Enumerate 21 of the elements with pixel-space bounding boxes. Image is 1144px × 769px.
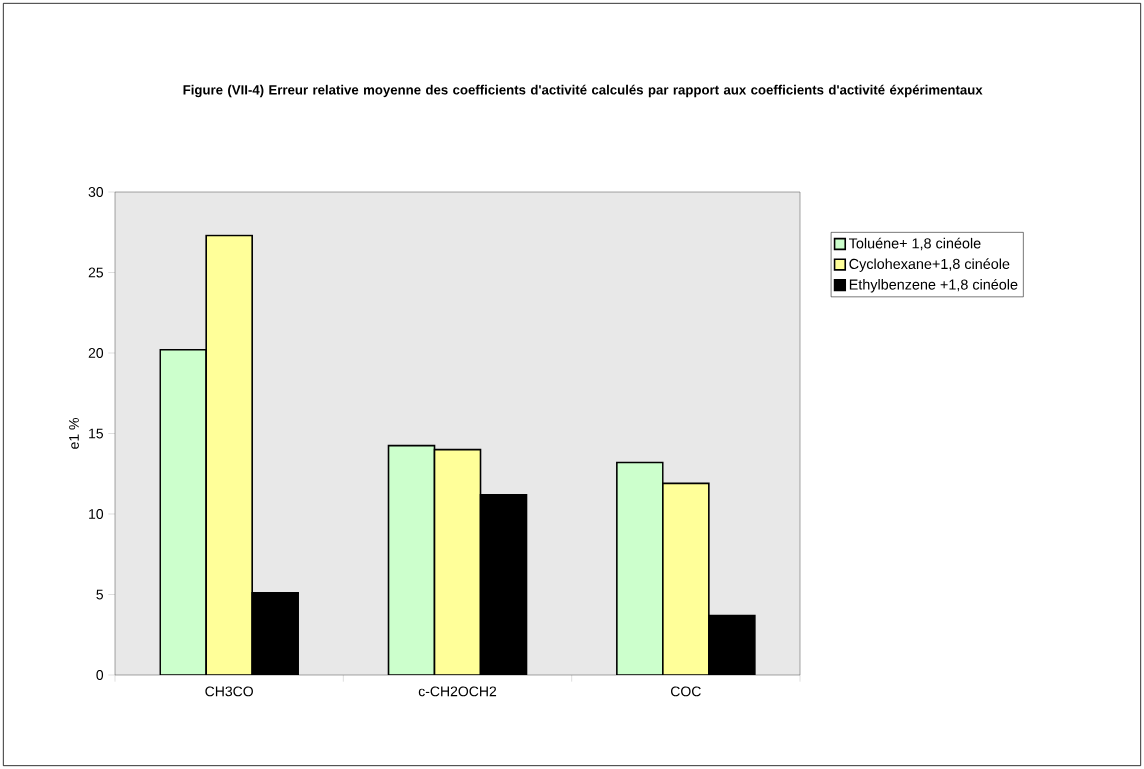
y-tick-label: 5	[96, 589, 104, 600]
y-tick-label: 0	[96, 670, 104, 680]
y-tick-label: 30	[88, 187, 104, 197]
legend-label: Cyclohexane+1,8 cinéole	[849, 258, 1010, 272]
y-tick-label: 20	[88, 348, 104, 358]
chart-title: Figure (VII-4) Erreur relative moyenne des coefficients d'activité calculés par rapport aux coefficients d'activité éxpérimentaux	[183, 84, 983, 98]
y-tick-label: 10	[89, 509, 104, 519]
y-tick-label: 25	[88, 267, 104, 278]
legend-label: Toluéne+ 1,8 cinéole	[849, 237, 981, 251]
legend-label: Ethylbenzene +1,8 cinéole	[849, 278, 1018, 293]
bar	[387, 444, 436, 675]
bar	[433, 448, 482, 675]
y-axis-title: e1 %	[69, 418, 79, 449]
x-tick-label: CH3CO	[205, 686, 253, 697]
x-tick-label: COC	[671, 686, 701, 697]
bar	[616, 461, 664, 675]
y-tick-label: 15	[89, 428, 104, 439]
bar	[205, 234, 253, 675]
bar	[662, 482, 710, 675]
bar	[159, 348, 207, 675]
x-tick-label: c-CH2OCH2	[418, 686, 497, 697]
